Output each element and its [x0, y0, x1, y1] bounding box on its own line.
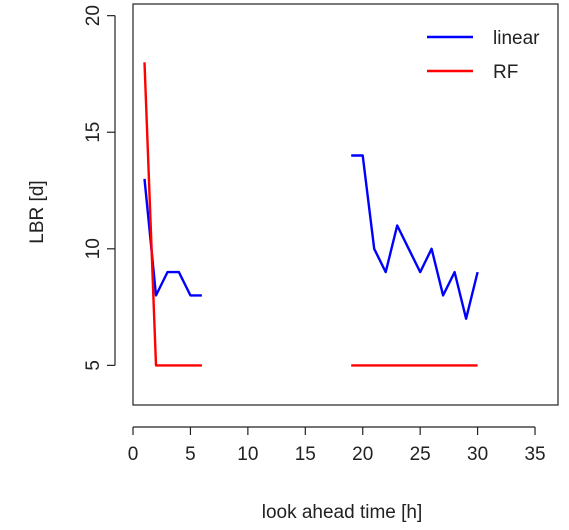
series-linear-segment-2	[351, 154, 479, 320]
series-rf-segment-1	[143, 62, 202, 367]
x-tick-label: 20	[352, 444, 373, 465]
x-tick-label: 0	[128, 444, 139, 465]
y-axis-label: LBR [d]	[27, 180, 48, 243]
x-tick-label: 10	[237, 444, 258, 465]
plot-frame	[132, 3, 559, 406]
y-tick-label: 10	[83, 238, 104, 259]
legend-label-rf: RF	[493, 62, 518, 83]
x-tick-label: 35	[524, 444, 545, 465]
legend-label-linear: linear	[493, 28, 540, 49]
y-tick-label: 20	[83, 5, 104, 26]
x-tick-label: 30	[467, 444, 488, 465]
y-tick-label: 15	[83, 122, 104, 143]
x-axis: 0 5 10 15 20 25 30 35	[128, 426, 546, 465]
legend: linear RF	[427, 28, 540, 83]
series-layer	[143, 62, 479, 367]
x-tick-label: 15	[295, 444, 316, 465]
plot-box	[132, 3, 559, 406]
y-axis: 5 10 15 20	[83, 5, 116, 371]
x-axis-label: look ahead time [h]	[262, 502, 423, 523]
y-tick-label: 5	[83, 360, 104, 371]
x-tick-label: 5	[185, 444, 196, 465]
x-tick-label: 25	[410, 444, 431, 465]
series-linear-segment-1	[143, 178, 202, 297]
